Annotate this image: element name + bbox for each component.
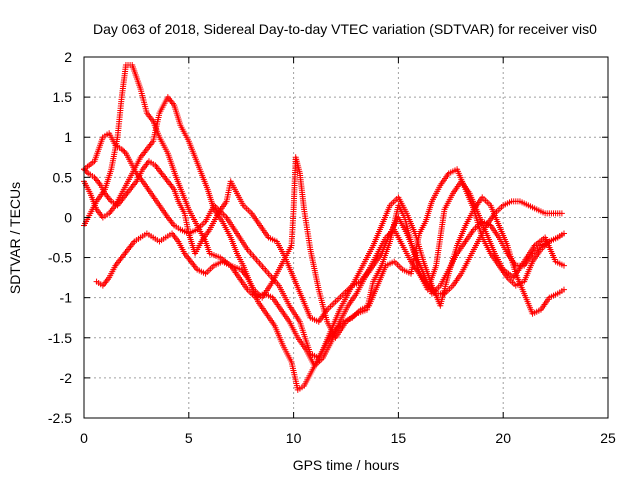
- data-points: [81, 62, 567, 393]
- data-point: [560, 286, 567, 293]
- x-tick-label: 15: [391, 430, 407, 446]
- y-tick-label: -1.5: [48, 330, 72, 346]
- data-point: [121, 148, 128, 155]
- tick-labels: 0 5 10 15 20 25 -2.5 -2 -1.5 -1 -0.5 0 0.5 1 1.5 2: [48, 49, 616, 446]
- data-point: [560, 230, 567, 237]
- x-tick-label: 0: [80, 430, 88, 446]
- y-tick-label: 0.5: [53, 169, 73, 185]
- data-point: [560, 262, 567, 269]
- chart-title: Day 063 of 2018, Sidereal Day-to-day VTE…: [93, 21, 597, 37]
- data-point: [118, 146, 125, 153]
- y-tick-label: 1.5: [53, 89, 73, 105]
- x-tick-label: 10: [286, 430, 302, 446]
- x-tick-label: 25: [600, 430, 616, 446]
- data-point: [83, 168, 90, 175]
- y-tick-label: -2.5: [48, 410, 72, 426]
- x-tick-label: 20: [495, 430, 511, 446]
- data-point: [82, 167, 89, 174]
- plot-frame: [83, 56, 609, 419]
- y-axis-label: SDTVAR / TECUs: [7, 182, 23, 294]
- y-tick-label: 2: [64, 49, 72, 65]
- y-tick-label: -0.5: [48, 250, 72, 266]
- y-tick-label: -1: [60, 290, 73, 306]
- y-tick-label: 0: [64, 209, 72, 225]
- x-axis-label: GPS time / hours: [293, 457, 400, 473]
- y-tick-label: 1: [64, 129, 72, 145]
- y-tick-label: -2: [60, 370, 73, 386]
- data-point: [120, 147, 127, 154]
- x-tick-label: 5: [185, 430, 193, 446]
- data-point: [558, 210, 565, 217]
- axis-ticks: [83, 56, 609, 419]
